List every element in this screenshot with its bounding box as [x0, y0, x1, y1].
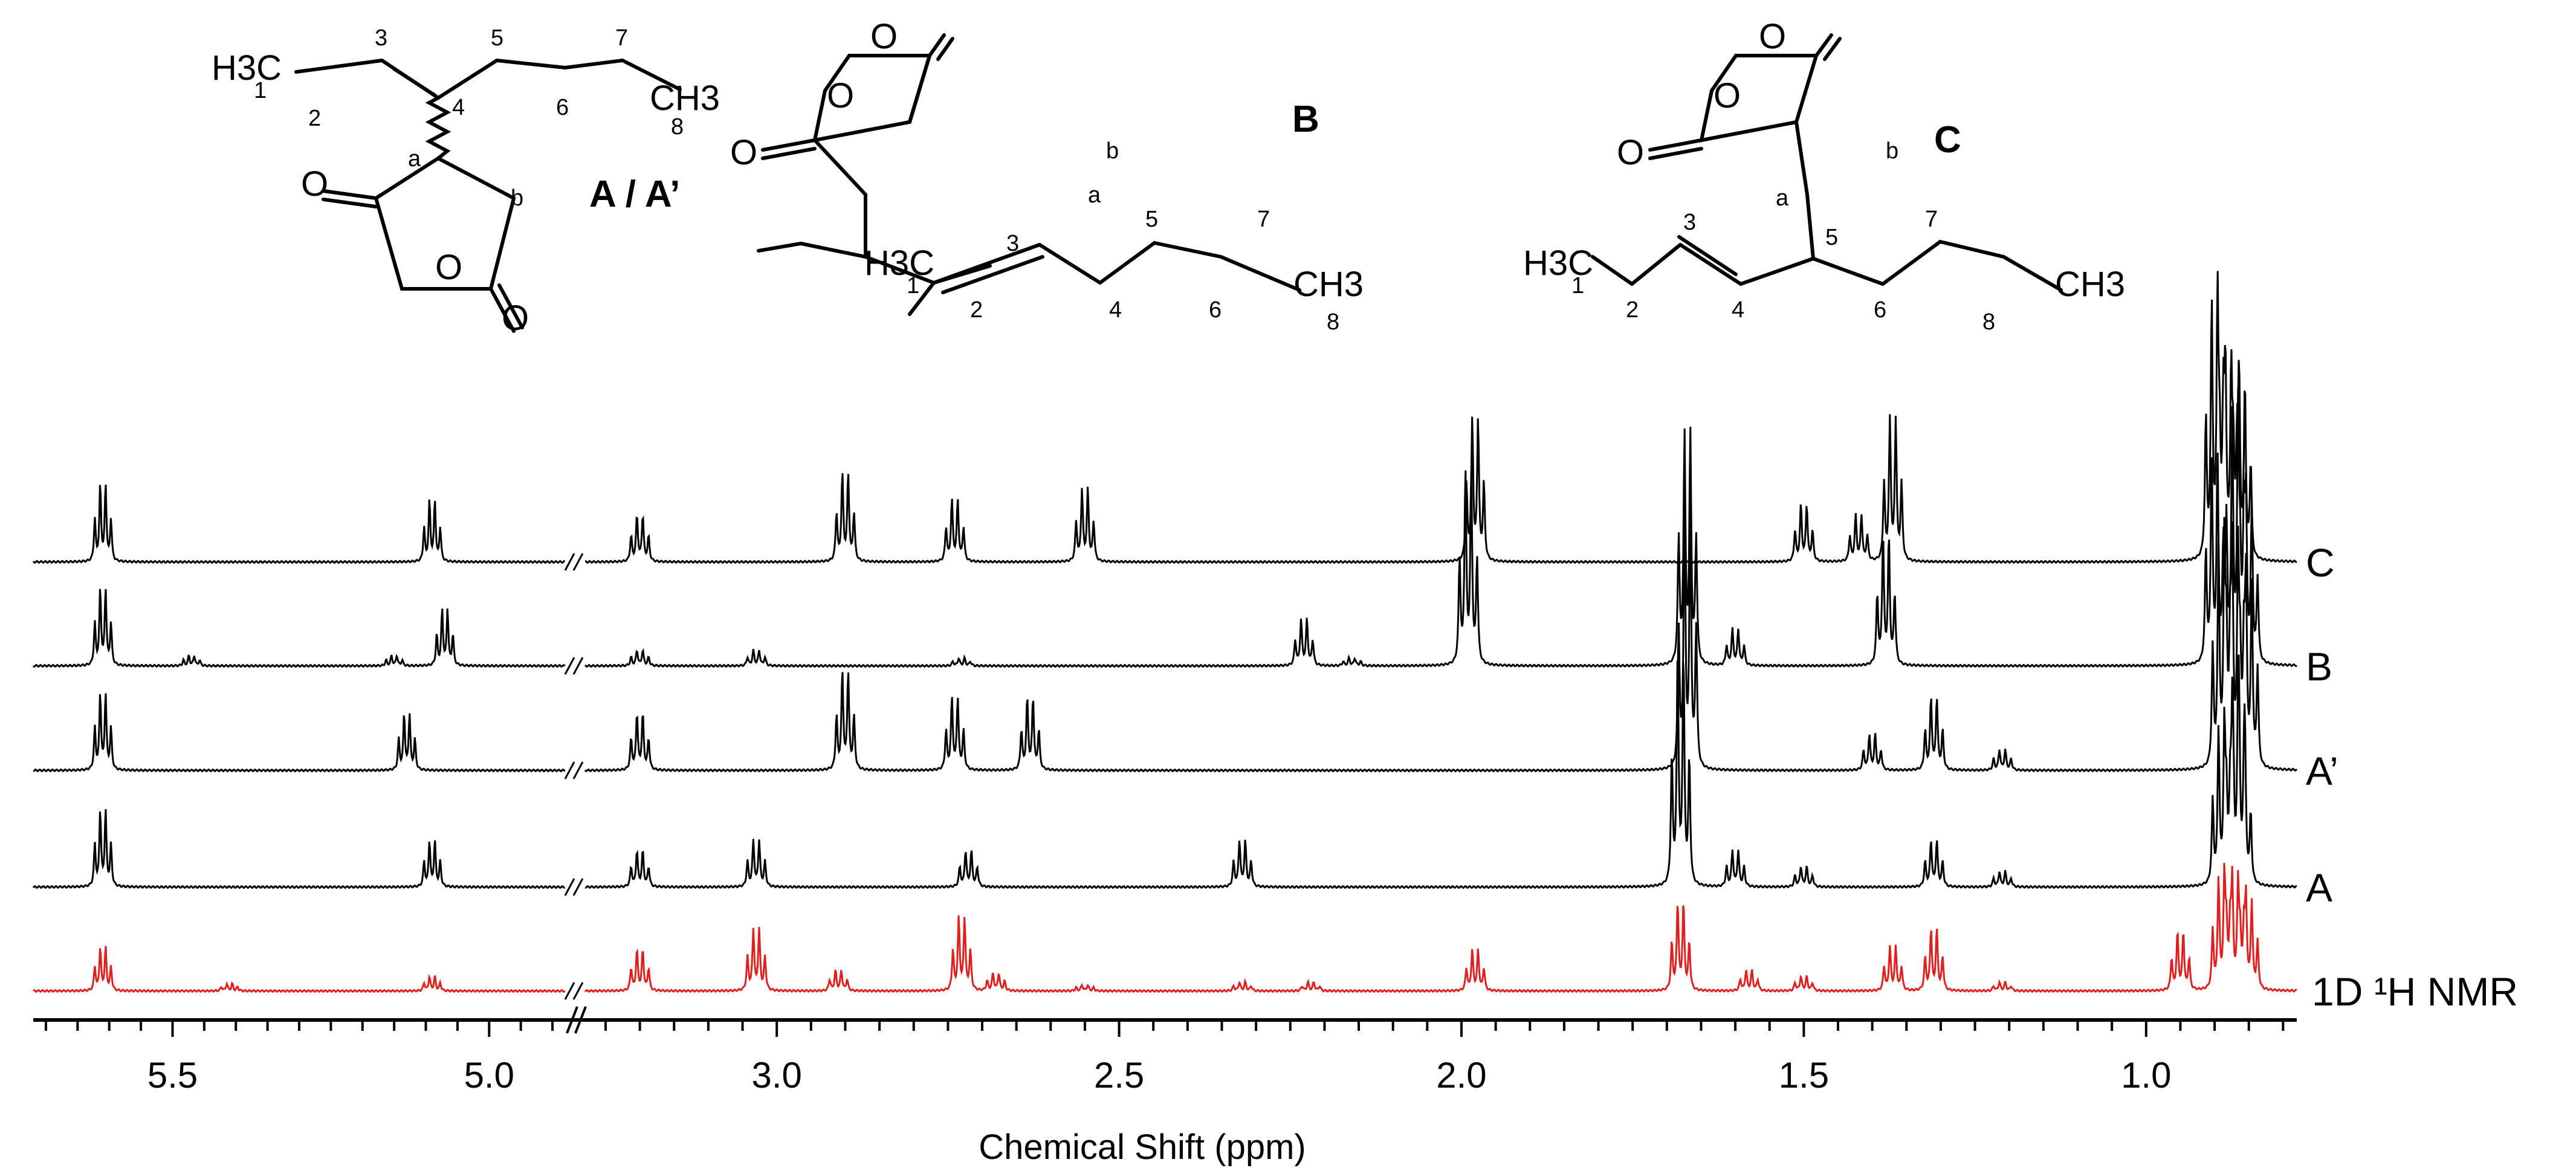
x-tick-label: 3.0 [751, 1055, 801, 1095]
atom-num: 8 [1327, 309, 1339, 335]
spectra-traces [32, 271, 2298, 1000]
atom-num: 7 [1925, 207, 1938, 232]
atom-num: 7 [615, 25, 628, 51]
series-trace [32, 809, 565, 889]
atom-num: 2 [970, 297, 983, 323]
structure-a-o2: O [435, 248, 462, 287]
axis-break-mark [564, 761, 584, 779]
structure-b-o3: O [730, 133, 757, 172]
atom-num: 2 [1626, 297, 1639, 323]
structure-c [1591, 33, 2063, 292]
atom-num: 4 [452, 95, 465, 120]
x-axis-break-mark [574, 1006, 587, 1034]
structure-c-ch3: CH3 [2055, 265, 2125, 304]
atom-num: b [1106, 138, 1119, 164]
x-tick-label: 2.0 [1436, 1055, 1486, 1095]
series-label: A’ [2306, 749, 2338, 793]
atom-num: 6 [1209, 297, 1222, 323]
structure-a-h3c: H3C [212, 48, 282, 88]
series-label: A [2306, 865, 2332, 910]
series-label: C [2306, 540, 2335, 585]
structure-c-o1: O [1759, 17, 1786, 56]
structure-b-ch3: CH3 [1293, 265, 1364, 304]
structure-a-o1: O [301, 164, 328, 204]
series-trace [584, 505, 2298, 773]
atom-num: 5 [1825, 225, 1838, 250]
series-trace [32, 485, 566, 564]
x-axis-label: Chemical Shift (ppm) [979, 1128, 1306, 1167]
structure-c-o3: O [1617, 133, 1644, 172]
atom-num: 3 [1683, 210, 1696, 235]
series-label: B [2306, 644, 2332, 689]
structure-c-o2: O [1714, 76, 1741, 115]
atom-num: 3 [375, 25, 387, 51]
atom-num: 3 [1006, 231, 1019, 256]
x-tick-label: 1.5 [1779, 1055, 1829, 1095]
atom-num: 5 [1145, 207, 1158, 232]
structure-label-c: C [1934, 119, 1961, 161]
axis-break-mark [564, 657, 584, 675]
atom-num: 4 [1109, 297, 1122, 323]
series-trace [32, 946, 566, 993]
atom-num: 5 [491, 25, 503, 51]
series-trace [584, 271, 2297, 564]
atom-num: 6 [556, 95, 569, 120]
structure-b [757, 33, 1301, 316]
structure-b-h3c: H3C [864, 244, 934, 283]
structure-c-h3c: H3C [1523, 244, 1593, 283]
atom-num: a [1776, 186, 1789, 211]
structure-a-o3: O [502, 298, 529, 338]
series-trace [33, 693, 566, 773]
series-trace [584, 654, 2297, 889]
structure-b-o2: O [827, 76, 854, 115]
structure-label-b: B [1292, 98, 1319, 140]
atom-num: 8 [671, 114, 684, 140]
series-label: 1D ¹H NMR [2312, 969, 2518, 1014]
axis-break-mark [564, 982, 584, 1000]
atom-num: 1 [1571, 273, 1584, 298]
atom-num: 7 [1257, 207, 1270, 232]
atom-num: 1 [254, 78, 267, 103]
atom-num: 1 [907, 273, 919, 298]
x-axis-break-mark [566, 1006, 578, 1034]
atom-num: 4 [1732, 297, 1744, 323]
spectra-labels: C B A’ A 1D ¹H NMR [2306, 540, 2518, 1014]
atom-num: a [1088, 182, 1101, 208]
atom-num: 6 [1874, 297, 1886, 323]
axis-break-mark [564, 553, 584, 571]
structure-a-ch3: CH3 [650, 79, 720, 118]
structure-label-a: A / A’ [589, 173, 680, 215]
atom-num: a [408, 146, 421, 172]
x-axis: 5.5 5.0 3.0 2.5 2.0 1.5 1.0 [33, 1006, 2297, 1095]
atom-num: 2 [308, 106, 321, 131]
structure-b-o1: O [870, 17, 898, 56]
series-trace [584, 863, 2297, 993]
structure-a [294, 59, 682, 333]
x-tick-label: 5.5 [147, 1055, 198, 1095]
x-tick-label: 2.5 [1094, 1055, 1144, 1095]
x-tick-label: 1.0 [2121, 1055, 2171, 1095]
axis-break-mark [564, 878, 584, 896]
atom-num: b [511, 186, 523, 211]
x-tick-label: 5.0 [464, 1055, 514, 1095]
series-trace [584, 388, 2298, 668]
series-trace [32, 589, 566, 668]
atom-num: 8 [1982, 309, 1995, 335]
atom-num: b [1886, 138, 1898, 164]
